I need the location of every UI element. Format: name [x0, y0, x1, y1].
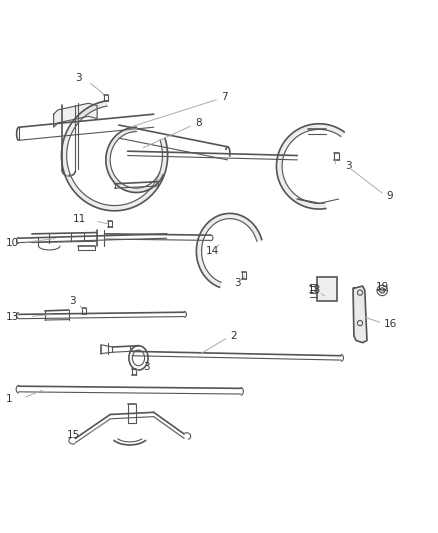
Polygon shape: [276, 124, 344, 209]
Text: 3: 3: [234, 278, 241, 288]
Text: 14: 14: [206, 246, 219, 256]
Text: 3: 3: [75, 74, 82, 84]
Polygon shape: [353, 286, 367, 343]
Text: 9: 9: [387, 191, 393, 201]
Text: 11: 11: [73, 214, 86, 224]
Text: 13: 13: [6, 312, 19, 322]
Text: 10: 10: [6, 238, 19, 247]
Polygon shape: [61, 101, 168, 211]
Text: 16: 16: [384, 319, 397, 329]
Text: 8: 8: [195, 118, 201, 128]
FancyBboxPatch shape: [317, 277, 336, 301]
Polygon shape: [53, 103, 97, 127]
Ellipse shape: [380, 288, 385, 293]
Text: 3: 3: [345, 161, 352, 172]
Text: 3: 3: [143, 362, 149, 373]
Polygon shape: [196, 213, 262, 287]
Text: 19: 19: [376, 282, 389, 293]
Text: 3: 3: [69, 296, 75, 306]
Polygon shape: [106, 127, 163, 192]
Text: 2: 2: [230, 331, 237, 341]
Text: 1: 1: [6, 394, 12, 404]
Text: 18: 18: [308, 286, 321, 295]
Text: 15: 15: [67, 430, 80, 440]
Text: 7: 7: [221, 92, 228, 102]
